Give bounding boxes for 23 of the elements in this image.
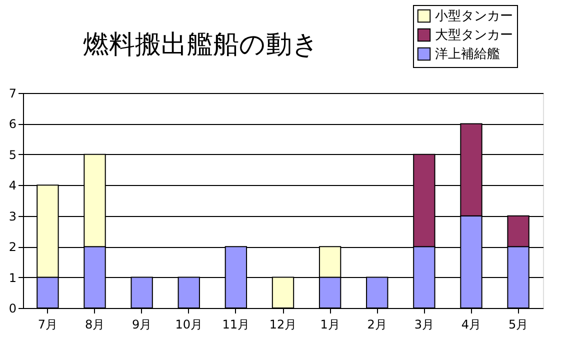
legend-label: 大型タンカー [435, 28, 513, 43]
legend-label: 洋上補給艦 [435, 47, 500, 62]
y-tick-label: 2 [8, 240, 16, 254]
x-tick-label: 11月 [222, 318, 250, 332]
x-tick-label: 4月 [461, 318, 482, 332]
y-tick-label: 6 [8, 117, 16, 132]
y-tick-label: 5 [8, 148, 16, 162]
y-tick-label: 4 [8, 178, 16, 193]
y-tick-label: 1 [8, 270, 16, 285]
x-tick-label: 1月 [320, 318, 340, 332]
x-tick-label: 12月 [269, 318, 297, 332]
x-tick-label: 10月 [175, 318, 203, 332]
y-tick-label: 7 [8, 86, 16, 100]
x-tick-label: 3月 [414, 318, 434, 332]
y-tick-label: 0 [8, 302, 16, 316]
x-tick-label: 2月 [367, 318, 387, 332]
x-tick-label: 7月 [38, 318, 58, 332]
chart-title: 燃料搬出艦船の動き [83, 30, 319, 60]
x-tick-label: 9月 [132, 318, 152, 332]
x-tick-label: 8月 [84, 318, 105, 332]
y-tick-label: 3 [8, 209, 16, 224]
x-tick-label: 5月 [508, 318, 528, 332]
legend-label: 小型タンカー [435, 9, 513, 24]
